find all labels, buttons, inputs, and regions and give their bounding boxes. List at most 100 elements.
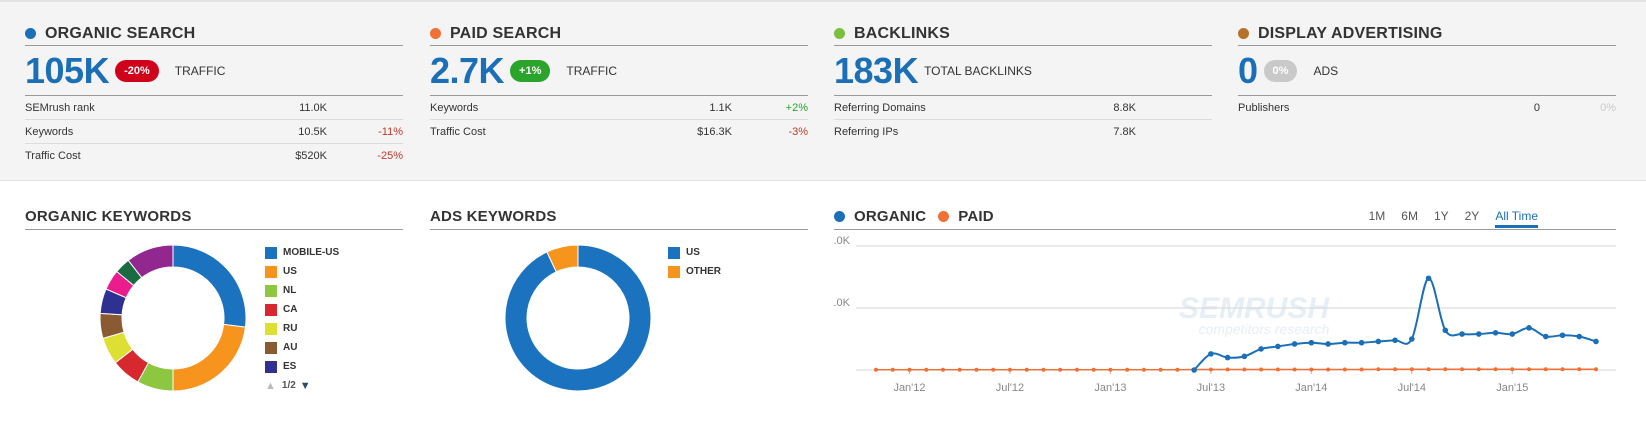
- metric-value[interactable]: 1.1K: [709, 101, 732, 114]
- pager-prev-icon[interactable]: ▲: [265, 379, 276, 392]
- range-1m[interactable]: 1M: [1368, 209, 1386, 223]
- organic-data-point[interactable]: [1275, 343, 1281, 350]
- legend-item-us[interactable]: US: [668, 243, 721, 262]
- paid-data-point[interactable]: [1058, 367, 1063, 372]
- organic-data-point[interactable]: [1542, 333, 1549, 340]
- legend-item-nl[interactable]: NL: [265, 281, 339, 300]
- donut-slice[interactable]: [172, 323, 246, 392]
- paid-data-point[interactable]: [924, 367, 929, 372]
- paid-data-point[interactable]: [1326, 367, 1331, 372]
- organic-data-point[interactable]: [1593, 338, 1599, 345]
- paid-data-point[interactable]: [1342, 367, 1347, 372]
- organic-data-point[interactable]: [1409, 336, 1415, 342]
- paid-data-point[interactable]: [1476, 367, 1481, 372]
- metric-value[interactable]: 7.8K: [1113, 126, 1136, 138]
- paid-data-point[interactable]: [1577, 367, 1582, 372]
- metric-value[interactable]: 10.5K: [298, 125, 327, 138]
- organic-keywords-header[interactable]: ORGANIC KEYWORDS: [25, 204, 403, 230]
- organic-data-point[interactable]: [1358, 339, 1365, 346]
- paid-data-point[interactable]: [1493, 367, 1498, 372]
- organic-traffic-value[interactable]: 105K: [25, 49, 110, 91]
- paid-data-point[interactable]: [1560, 367, 1565, 372]
- organic-data-point[interactable]: [1375, 338, 1382, 345]
- paid-data-point[interactable]: [1393, 367, 1398, 372]
- paid-data-point[interactable]: [1091, 367, 1096, 372]
- paid-data-point[interactable]: [1225, 367, 1230, 372]
- paid-data-point[interactable]: [1125, 367, 1130, 372]
- organic-data-point[interactable]: [1459, 331, 1465, 337]
- organic-data-point[interactable]: [1208, 351, 1214, 357]
- paid-data-point[interactable]: [957, 367, 962, 372]
- legend-item-mobile-us[interactable]: MOBILE-US: [265, 243, 339, 262]
- pager-next-icon[interactable]: ▼: [299, 379, 311, 392]
- paid-data-point[interactable]: [890, 367, 895, 372]
- legend-item-other[interactable]: OTHER: [668, 262, 721, 281]
- paid-data-point[interactable]: [1175, 367, 1180, 372]
- legend-item-us[interactable]: US: [265, 262, 339, 281]
- paid-data-point[interactable]: [1208, 367, 1213, 372]
- paid-data-point[interactable]: [1242, 367, 1247, 372]
- paid-data-point[interactable]: [1141, 367, 1146, 372]
- paid-data-point[interactable]: [1041, 367, 1046, 372]
- range-6m[interactable]: 6M: [1401, 209, 1418, 223]
- paid-data-point[interactable]: [907, 367, 912, 372]
- paid-data-point[interactable]: [1007, 367, 1012, 372]
- paid-data-point[interactable]: [1460, 367, 1465, 372]
- paid-data-point[interactable]: [1376, 367, 1381, 372]
- paid-data-point[interactable]: [1543, 367, 1548, 372]
- paid-data-point[interactable]: [940, 367, 945, 372]
- ads-keywords-header[interactable]: ADS KEYWORDS: [430, 204, 808, 230]
- organic-data-point[interactable]: [1526, 325, 1532, 331]
- organic-data-point[interactable]: [1425, 275, 1432, 282]
- paid-data-point[interactable]: [991, 367, 996, 372]
- organic-data-point[interactable]: [1576, 333, 1583, 340]
- range-1y[interactable]: 1Y: [1433, 209, 1449, 223]
- donut-slice[interactable]: [546, 244, 579, 273]
- range-all-time[interactable]: All Time: [1495, 209, 1538, 228]
- metric-value[interactable]: 8.8K: [1113, 101, 1136, 114]
- paid-data-point[interactable]: [1024, 367, 1029, 372]
- metric-value[interactable]: $16.3K: [697, 126, 732, 138]
- metric-value[interactable]: 11.0K: [299, 101, 327, 114]
- metric-value[interactable]: 0: [1533, 102, 1540, 114]
- organic-search-header[interactable]: ORGANIC SEARCH: [25, 24, 403, 46]
- organic-data-point[interactable]: [1442, 327, 1449, 334]
- organic-data-point[interactable]: [1224, 354, 1231, 361]
- donut-slice[interactable]: [172, 244, 247, 328]
- donut-slice[interactable]: [127, 244, 174, 279]
- backlinks-value[interactable]: 183K: [834, 49, 919, 91]
- metric-value[interactable]: $520K: [295, 150, 327, 162]
- organic-data-point[interactable]: [1559, 332, 1566, 339]
- organic-data-point[interactable]: [1325, 341, 1331, 347]
- display-advertising-header[interactable]: DISPLAY ADVERTISING: [1238, 24, 1616, 46]
- legend-item-es[interactable]: ES: [265, 357, 339, 376]
- paid-data-point[interactable]: [874, 367, 878, 372]
- paid-data-point[interactable]: [1309, 367, 1314, 372]
- paid-data-point[interactable]: [1074, 367, 1079, 372]
- organic-data-point[interactable]: [1392, 337, 1398, 344]
- paid-data-point[interactable]: [1259, 367, 1264, 372]
- paid-search-header[interactable]: PAID SEARCH: [430, 24, 808, 46]
- paid-data-point[interactable]: [1292, 367, 1297, 372]
- paid-data-point[interactable]: [1594, 367, 1598, 372]
- donut-slice[interactable]: [504, 244, 652, 392]
- organic-data-point[interactable]: [1191, 367, 1197, 373]
- organic-data-point[interactable]: [1492, 330, 1499, 336]
- legend-item-ca[interactable]: CA: [265, 300, 339, 319]
- backlinks-header[interactable]: BACKLINKS: [834, 24, 1212, 46]
- paid-legend-label[interactable]: PAID: [958, 208, 994, 225]
- organic-data-point[interactable]: [1241, 353, 1248, 360]
- organic-data-point[interactable]: [1258, 346, 1264, 352]
- organic-data-point[interactable]: [1509, 331, 1516, 337]
- paid-data-point[interactable]: [1527, 367, 1532, 372]
- paid-data-point[interactable]: [1275, 367, 1280, 372]
- paid-data-point[interactable]: [974, 367, 979, 372]
- paid-data-point[interactable]: [1359, 367, 1364, 372]
- organic-data-point[interactable]: [1342, 339, 1348, 346]
- paid-data-point[interactable]: [1443, 367, 1448, 372]
- paid-data-point[interactable]: [1510, 367, 1515, 372]
- display-ads-value[interactable]: 0: [1238, 49, 1258, 91]
- paid-data-point[interactable]: [1108, 367, 1113, 372]
- legend-item-ru[interactable]: RU: [265, 319, 339, 338]
- organic-data-point[interactable]: [1308, 339, 1315, 346]
